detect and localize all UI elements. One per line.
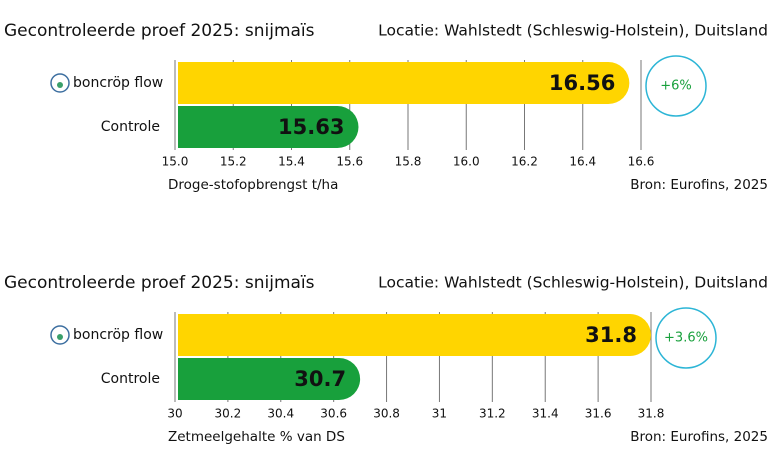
chart-subtitle: Locatie: Wahlstedt (Schleswig-Holstein),… xyxy=(378,274,768,292)
value-label: 30.7 xyxy=(294,367,346,391)
x-tick-label: 16.4 xyxy=(569,155,596,169)
logo-icon xyxy=(50,325,70,345)
bar xyxy=(178,106,359,148)
x-tick-label: 15.6 xyxy=(336,155,363,169)
logo-icon xyxy=(50,73,70,93)
category-label: boncröp flow xyxy=(73,327,163,343)
x-tick-label: 16.0 xyxy=(453,155,480,169)
category-label: Controle xyxy=(101,119,160,135)
x-tick-label: 31.4 xyxy=(532,407,559,421)
x-tick-label: 31 xyxy=(432,407,447,421)
logo-dot xyxy=(57,334,63,340)
x-tick-label: 31.8 xyxy=(638,407,665,421)
x-tick-label: 16.6 xyxy=(628,155,655,169)
bar xyxy=(178,62,630,104)
x-tick-label: 30 xyxy=(167,407,182,421)
x-tick-label: 30.8 xyxy=(373,407,400,421)
annotation-circle xyxy=(645,55,707,117)
value-label: 31.8 xyxy=(585,323,637,347)
source: Bron: Eurofins, 2025 xyxy=(630,429,768,445)
x-tick-label: 15.2 xyxy=(220,155,247,169)
annotation-circle xyxy=(655,307,717,369)
chart-title: Gecontroleerde proef 2025: snijmaïs xyxy=(4,21,315,41)
x-tick-label: 15.8 xyxy=(395,155,422,169)
bar xyxy=(178,358,361,400)
chart-subtitle: Locatie: Wahlstedt (Schleswig-Holstein),… xyxy=(378,22,768,40)
x-tick-label: 15.0 xyxy=(162,155,189,169)
x-tick-label: 30.4 xyxy=(267,407,294,421)
x-tick-label: 30.6 xyxy=(320,407,347,421)
x-tick-label: 31.2 xyxy=(479,407,506,421)
x-tick-label: 31.6 xyxy=(585,407,612,421)
bar xyxy=(178,314,651,356)
logo-dot xyxy=(57,82,63,88)
annotation: +6% xyxy=(660,79,692,94)
x-axis-label: Droge-stofopbrengst t/ha xyxy=(168,177,338,193)
value-label: 15.63 xyxy=(278,115,344,139)
annotation: +3.6% xyxy=(664,331,708,346)
x-axis-label: Zetmeelgehalte % van DS xyxy=(168,429,345,445)
x-tick-label: 15.4 xyxy=(278,155,305,169)
source: Bron: Eurofins, 2025 xyxy=(630,177,768,193)
category-label: Controle xyxy=(101,371,160,387)
value-label: 16.56 xyxy=(549,71,615,95)
x-tick-label: 16.2 xyxy=(511,155,538,169)
chart-title: Gecontroleerde proef 2025: snijmaïs xyxy=(4,273,315,293)
category-label: boncröp flow xyxy=(73,75,163,91)
x-tick-label: 30.2 xyxy=(215,407,242,421)
